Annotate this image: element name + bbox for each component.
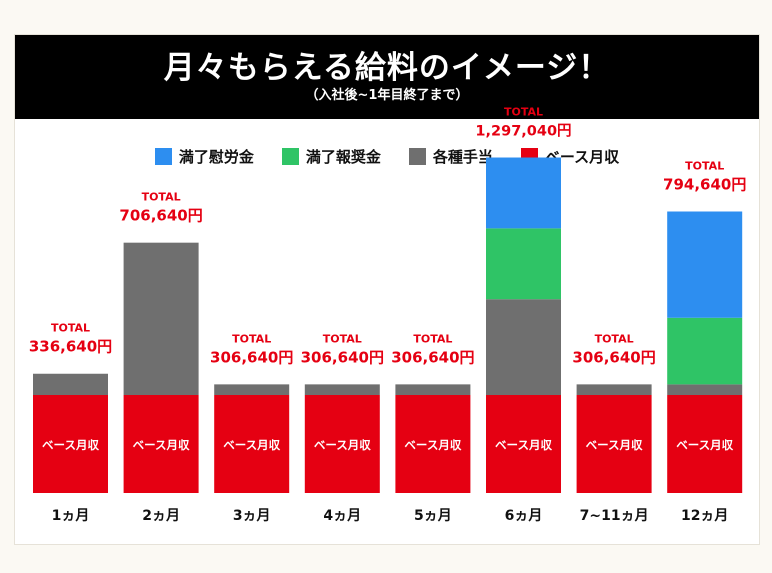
legend-item-comfort-bonus: 満了慰労金 [154, 145, 254, 167]
total-heading: TOTAL [504, 106, 543, 119]
total-heading: TOTAL [413, 332, 452, 345]
total-value: 336,640円 [29, 338, 112, 356]
bar-label: ベース月収 [223, 438, 280, 452]
x-tick-label: 1ヵ月 [52, 508, 90, 524]
bar-segment [123, 242, 199, 395]
bar-segment [214, 395, 290, 493]
total-heading: TOTAL [51, 322, 90, 335]
bar-label: ベース月収 [133, 438, 190, 452]
chart-card: 月々もらえる給料のイメージ！ （入社後~1年目終了まで） 満了慰労金 満了報奨金… [14, 34, 760, 545]
title-banner: 月々もらえる給料のイメージ！ （入社後~1年目終了まで） [15, 35, 759, 119]
total-heading: TOTAL [323, 332, 362, 345]
bar-segment [304, 384, 380, 395]
x-tick-label: 3ヵ月 [233, 508, 271, 524]
total-heading: TOTAL [232, 332, 271, 345]
x-tick-label: 2ヵ月 [142, 508, 180, 524]
bar-segment [667, 211, 743, 318]
legend-label: 満了報奨金 [305, 147, 381, 166]
legend-label: ベース月収 [544, 147, 620, 166]
total-value: 306,640円 [572, 348, 655, 366]
legend-item-allowances: 各種手当 [408, 145, 493, 167]
total-value: 306,640円 [391, 348, 474, 366]
x-tick-label: 6ヵ月 [505, 508, 543, 524]
total-value: 306,640円 [210, 348, 293, 366]
total-heading: TOTAL [595, 332, 634, 345]
bar-segment [667, 395, 743, 493]
total-heading: TOTAL [142, 191, 181, 204]
chart-subtitle: （入社後~1年目終了まで） [305, 88, 469, 103]
bar-label: ベース月収 [586, 438, 643, 452]
bar-segment [395, 395, 471, 493]
x-tick-label: 7~11ヵ月 [580, 508, 649, 524]
bar-label: ベース月収 [495, 438, 552, 452]
legend-swatch [154, 147, 172, 165]
legend-swatch [408, 147, 426, 165]
legend-swatch [281, 147, 299, 165]
bar-segment [486, 157, 561, 229]
bar-segment [395, 384, 471, 395]
x-tick-label: 4ヵ月 [323, 508, 361, 524]
stacked-bar-chart: ベース月収 TOTAL 336,640円 1ヵ月 ベース月収 TOTAL 706,640円 2… [29, 106, 747, 524]
legend: 満了慰労金 満了報奨金 各種手当 ベース月収 [15, 145, 759, 167]
bar-label: ベース月収 [676, 438, 733, 452]
bar-segment [33, 373, 108, 395]
total-value: 306,640円 [301, 348, 384, 366]
total-heading: TOTAL [685, 159, 724, 172]
total-value: 706,640円 [119, 207, 202, 225]
bar-segment [667, 317, 743, 385]
bar-label: ベース月収 [314, 438, 371, 452]
bar-segment [33, 395, 108, 493]
bar-segment [304, 395, 380, 493]
bar-segment [576, 395, 652, 493]
bar-segment [486, 299, 561, 395]
bar-segment [486, 228, 561, 300]
chart-title: 月々もらえる給料のイメージ！ [163, 50, 611, 86]
bar-segment [123, 395, 199, 493]
legend-label: 各種手当 [432, 147, 493, 166]
legend-label: 満了慰労金 [178, 147, 254, 166]
x-tick-label: 12ヵ月 [681, 508, 728, 524]
bar-segment [576, 384, 652, 395]
bar-label: ベース月収 [42, 438, 99, 452]
bar-label: ベース月収 [404, 438, 461, 452]
bar-segment [486, 395, 561, 493]
legend-item-completion-reward: 満了報奨金 [281, 145, 381, 167]
total-value: 1,297,040円 [475, 123, 571, 140]
bar-segment [667, 384, 743, 395]
x-tick-label: 5ヵ月 [414, 508, 452, 524]
bar-segment [214, 384, 290, 395]
total-value: 794,640円 [663, 175, 746, 193]
